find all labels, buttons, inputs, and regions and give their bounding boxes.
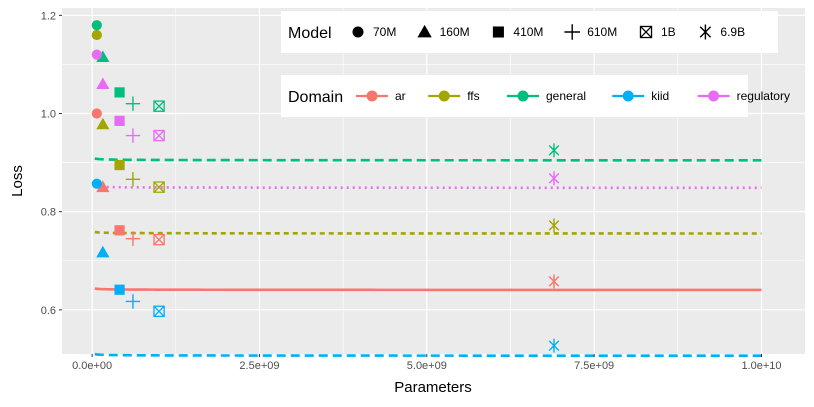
legend-domain-label: ffs — [467, 89, 479, 103]
legend-model: Model 70M 160M 410M 610M 1B 6.9B — [281, 11, 778, 53]
point-kiid-70M — [91, 178, 102, 189]
y-tick-label: 0.8 — [41, 207, 56, 219]
legend-model-label: 160M — [440, 25, 470, 39]
legend-domain-label: kiid — [651, 89, 669, 103]
legend-model-key-70M — [352, 26, 364, 38]
x-axis-title: Parameters — [394, 379, 472, 396]
panel-background — [62, 8, 805, 354]
fit-curve-ffs — [94, 230, 762, 235]
legend-model-title: Model — [288, 25, 332, 42]
legend-model-item-160M: 160M — [417, 24, 470, 39]
point-general-160M — [96, 50, 110, 63]
point-ffs-6.9B — [548, 218, 560, 233]
legend-domain-label: ar — [395, 89, 406, 103]
legend-domain-dot — [438, 90, 450, 102]
legend-model-label: 6.9B — [720, 25, 745, 39]
point-ffs-410M — [114, 159, 125, 171]
legend-domain: Domain ar ffs general kiid regulatory — [281, 75, 790, 117]
legend-model-key-410M — [492, 26, 504, 38]
legend-domain-dot — [366, 90, 378, 102]
legend-model-key-6.9B — [699, 24, 712, 40]
y-tick-label: 1.0 — [41, 109, 56, 121]
point-regulatory-160M — [96, 77, 110, 90]
point-ar-610M — [125, 231, 141, 246]
fit-curve-kiid — [94, 352, 762, 357]
legend-model-label: 410M — [513, 25, 543, 39]
point-ar-410M — [114, 225, 125, 236]
legend-domain-dot — [622, 90, 634, 102]
point-kiid-160M — [96, 245, 110, 258]
fit-curve-ar — [94, 287, 762, 292]
axes: 0.0e+00 2.5e+09 5.0e+09 7.5e+09 1.0e+10 0.6 0.… — [41, 10, 782, 372]
point-kiid-410M — [114, 284, 125, 295]
point-kiid-6.9B — [548, 338, 560, 353]
legend-model-label: 610M — [587, 25, 617, 39]
legend-model-item-610M: 610M — [564, 24, 617, 40]
x-tick-label: 1.0e+10 — [741, 360, 781, 372]
legend-model-item-70M: 70M — [352, 25, 396, 39]
legend-domain-item-ar: ar — [356, 89, 406, 103]
point-ffs-610M — [125, 172, 141, 187]
legend-domain-item-general: general — [507, 89, 586, 103]
point-ar-70M — [91, 108, 102, 119]
fit-curve-regulatory — [94, 184, 762, 190]
legend-model-label: 1B — [661, 25, 676, 39]
legend-domain-title: Domain — [288, 89, 343, 106]
point-general-410M — [114, 87, 125, 98]
legend-domain-dot — [517, 90, 529, 102]
x-tick-label: 0.0e+00 — [72, 360, 112, 372]
x-tick-label: 5.0e+09 — [407, 360, 447, 372]
point-ffs-160M — [96, 117, 110, 130]
point-ffs-70M — [91, 29, 102, 41]
point-general-610M — [125, 96, 141, 111]
point-general-1B — [153, 100, 165, 112]
legend-domain-dot — [708, 90, 720, 102]
point-regulatory-6.9B — [548, 171, 560, 186]
point-ar-6.9B — [548, 274, 560, 289]
legend-domain-item-regulatory: regulatory — [697, 89, 790, 103]
legend-domain-label: regulatory — [737, 89, 790, 103]
legend-model-item-1B: 1B — [639, 25, 676, 39]
point-regulatory-410M — [114, 115, 125, 126]
y-tick-label: 0.6 — [41, 305, 56, 317]
point-ffs-1B — [153, 181, 165, 193]
data-points — [91, 20, 560, 353]
point-ar-160M — [96, 180, 110, 193]
point-kiid-610M — [125, 294, 141, 309]
x-tick-label: 7.5e+09 — [574, 360, 614, 372]
legend-domain-item-ffs: ffs — [428, 89, 480, 103]
legend-model-item-6.9B: 6.9B — [699, 24, 745, 40]
legend-model-key-160M — [417, 24, 432, 38]
point-regulatory-610M — [125, 128, 141, 143]
legend-model-label: 70M — [373, 25, 396, 39]
fit-curves — [94, 157, 762, 357]
point-regulatory-1B — [153, 129, 165, 142]
y-tick-label: 1.2 — [41, 10, 56, 22]
legend-domain-item-kiid: kiid — [612, 89, 669, 103]
grid-minor — [62, 8, 805, 354]
point-ar-1B — [153, 233, 165, 246]
y-axis-title: Loss — [9, 165, 26, 197]
legend-domain-label: general — [546, 89, 586, 103]
x-tick-label: 2.5e+09 — [239, 360, 279, 372]
legend-model-key-610M — [564, 24, 580, 40]
fit-curve-general — [94, 157, 762, 162]
point-general-6.9B — [548, 143, 560, 158]
legend-model-background — [281, 11, 778, 53]
legend-model-item-410M: 410M — [492, 25, 543, 39]
legend-model-key-1B — [639, 25, 653, 39]
point-regulatory-70M — [91, 49, 102, 60]
point-general-70M — [91, 20, 102, 31]
point-kiid-1B — [153, 305, 165, 318]
